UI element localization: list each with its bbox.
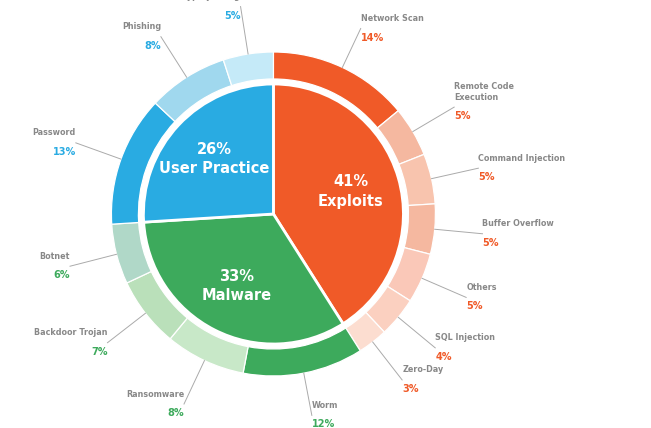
Text: 5%: 5% [482, 238, 499, 248]
Wedge shape [223, 52, 273, 86]
Text: Botnet: Botnet [40, 252, 70, 261]
Text: Cryptojacking: Cryptojacking [178, 0, 241, 1]
Text: Command Injection: Command Injection [478, 154, 566, 163]
Wedge shape [143, 84, 273, 222]
Text: Worm: Worm [312, 401, 339, 410]
Wedge shape [127, 271, 187, 339]
Text: 5%: 5% [454, 111, 471, 121]
Wedge shape [366, 286, 410, 332]
Text: 41%
Exploits: 41% Exploits [318, 175, 383, 208]
Wedge shape [156, 60, 232, 122]
Wedge shape [399, 155, 435, 205]
Text: 8%: 8% [167, 408, 184, 418]
Text: 4%: 4% [436, 352, 452, 362]
Text: 26%
User Practice: 26% User Practice [159, 142, 270, 176]
Text: 5%: 5% [466, 301, 482, 312]
Text: SQL Injection: SQL Injection [436, 333, 495, 342]
Wedge shape [111, 103, 175, 224]
Text: Remote Code
Execution: Remote Code Execution [454, 82, 514, 101]
Text: Zero-Day: Zero-Day [402, 366, 443, 374]
Wedge shape [273, 84, 404, 324]
Text: 6%: 6% [53, 270, 70, 280]
Wedge shape [387, 247, 430, 301]
Text: Phishing: Phishing [122, 22, 161, 31]
Wedge shape [404, 204, 436, 254]
Text: 5%: 5% [478, 172, 495, 182]
Wedge shape [144, 214, 343, 344]
Text: 5%: 5% [224, 11, 241, 21]
Wedge shape [273, 52, 398, 128]
Text: 12%: 12% [312, 419, 335, 428]
Wedge shape [378, 111, 424, 164]
Text: 13%: 13% [53, 147, 76, 157]
Text: 33%
Malware: 33% Malware [202, 269, 272, 303]
Text: 8%: 8% [145, 41, 161, 51]
Text: 3%: 3% [402, 384, 419, 394]
Wedge shape [346, 312, 384, 351]
Text: Password: Password [33, 128, 76, 137]
Text: Ransomware: Ransomware [126, 389, 184, 398]
Wedge shape [112, 223, 151, 283]
Text: Network Scan: Network Scan [361, 14, 424, 23]
Wedge shape [243, 328, 360, 376]
Text: Others: Others [466, 283, 497, 292]
Text: 14%: 14% [361, 33, 384, 42]
Text: Backdoor Trojan: Backdoor Trojan [34, 328, 107, 337]
Text: 7%: 7% [91, 347, 107, 357]
Wedge shape [170, 318, 248, 373]
Text: Buffer Overflow: Buffer Overflow [482, 219, 554, 228]
